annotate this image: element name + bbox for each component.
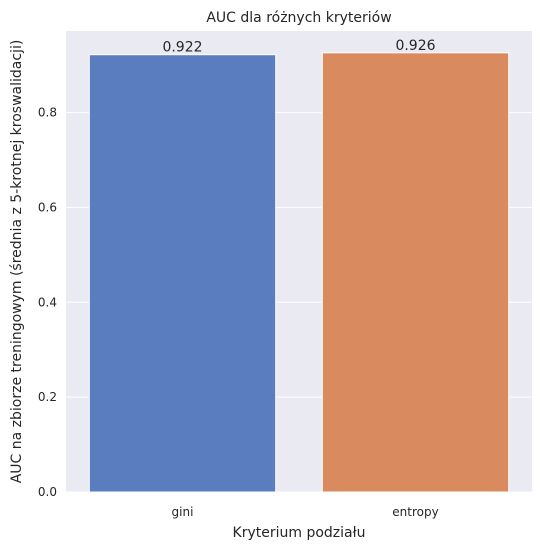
bar-value-label: 0.926 xyxy=(395,38,435,54)
y-tick-label: 0.4 xyxy=(38,295,57,309)
bars xyxy=(88,52,510,493)
y-tick-label: 0.0 xyxy=(38,485,57,499)
x-axis-ticks: gini entropy xyxy=(172,505,439,519)
x-tick-label: entropy xyxy=(392,505,438,519)
bar-value-labels: 0.922 0.926 xyxy=(162,38,435,56)
bar-value-label: 0.922 xyxy=(162,40,202,56)
bar-entropy xyxy=(321,52,510,493)
chart-title: AUC dla różnych kryteriów xyxy=(206,10,391,26)
y-axis-ticks: 0.0 0.2 0.4 0.6 0.8 xyxy=(38,106,57,499)
y-tick-label: 0.2 xyxy=(38,390,57,404)
x-axis-label: Kryterium podziału xyxy=(233,525,366,541)
x-tick-label: gini xyxy=(172,505,194,519)
y-tick-label: 0.8 xyxy=(38,106,57,120)
y-axis-label: AUC na zbiorze treningowym (średnia z 5-… xyxy=(9,40,25,484)
y-tick-label: 0.6 xyxy=(38,200,57,214)
bar-gini xyxy=(88,54,277,493)
